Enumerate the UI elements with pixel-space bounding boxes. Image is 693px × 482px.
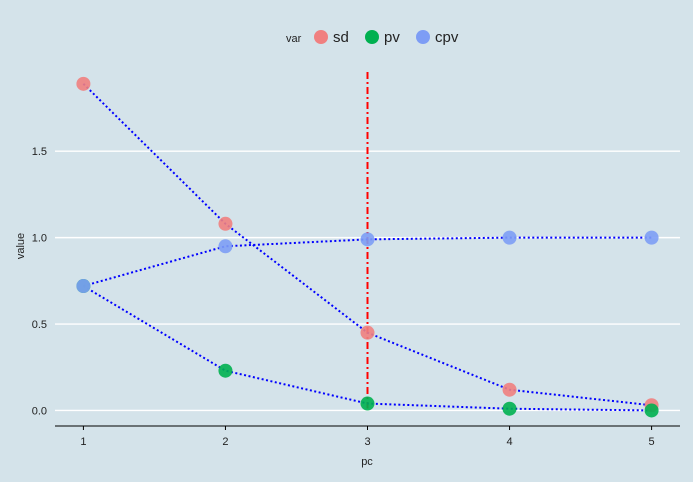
legend-label-pv: pv xyxy=(384,29,400,46)
legend-title: var xyxy=(286,33,302,45)
legend-label-cpv: cpv xyxy=(435,29,459,46)
point-cpv xyxy=(502,230,517,245)
x-tick-label: 1 xyxy=(80,436,86,448)
y-axis-title: value xyxy=(15,233,27,259)
x-tick-label: 4 xyxy=(506,436,512,448)
legend-key-sd xyxy=(314,30,328,44)
x-axis-title: pc xyxy=(361,456,373,468)
legend-key-cpv xyxy=(416,30,430,44)
x-tick-labels: 1 2 3 4 5 xyxy=(80,436,654,448)
point-pv xyxy=(644,403,659,418)
point-cpv xyxy=(360,232,375,247)
axes xyxy=(55,425,680,430)
legend-key-pv xyxy=(365,30,379,44)
point-pv xyxy=(218,363,233,378)
legend-label-sd: sd xyxy=(333,29,349,46)
y-tick-label: 0.0 xyxy=(32,405,47,417)
x-tick-label: 3 xyxy=(364,436,370,448)
legend: var sd pv cpv xyxy=(286,29,459,46)
y-tick-label: 1.0 xyxy=(32,233,47,245)
y-tick-label: 1.5 xyxy=(32,146,47,158)
y-tick-label: 0.5 xyxy=(32,319,47,331)
point-cpv xyxy=(76,279,91,294)
point-pv xyxy=(360,396,375,411)
grid-lines xyxy=(55,150,680,412)
point-sd xyxy=(360,325,375,340)
x-tick-label: 2 xyxy=(222,436,228,448)
point-pv xyxy=(502,401,517,416)
point-sd xyxy=(76,76,91,91)
point-sd xyxy=(502,382,517,397)
point-cpv xyxy=(218,239,233,254)
series-points xyxy=(76,76,659,418)
point-cpv xyxy=(644,230,659,245)
x-tick-label: 5 xyxy=(649,436,655,448)
point-sd xyxy=(218,216,233,231)
y-tick-labels: 0.0 0.5 1.0 1.5 xyxy=(32,146,47,417)
